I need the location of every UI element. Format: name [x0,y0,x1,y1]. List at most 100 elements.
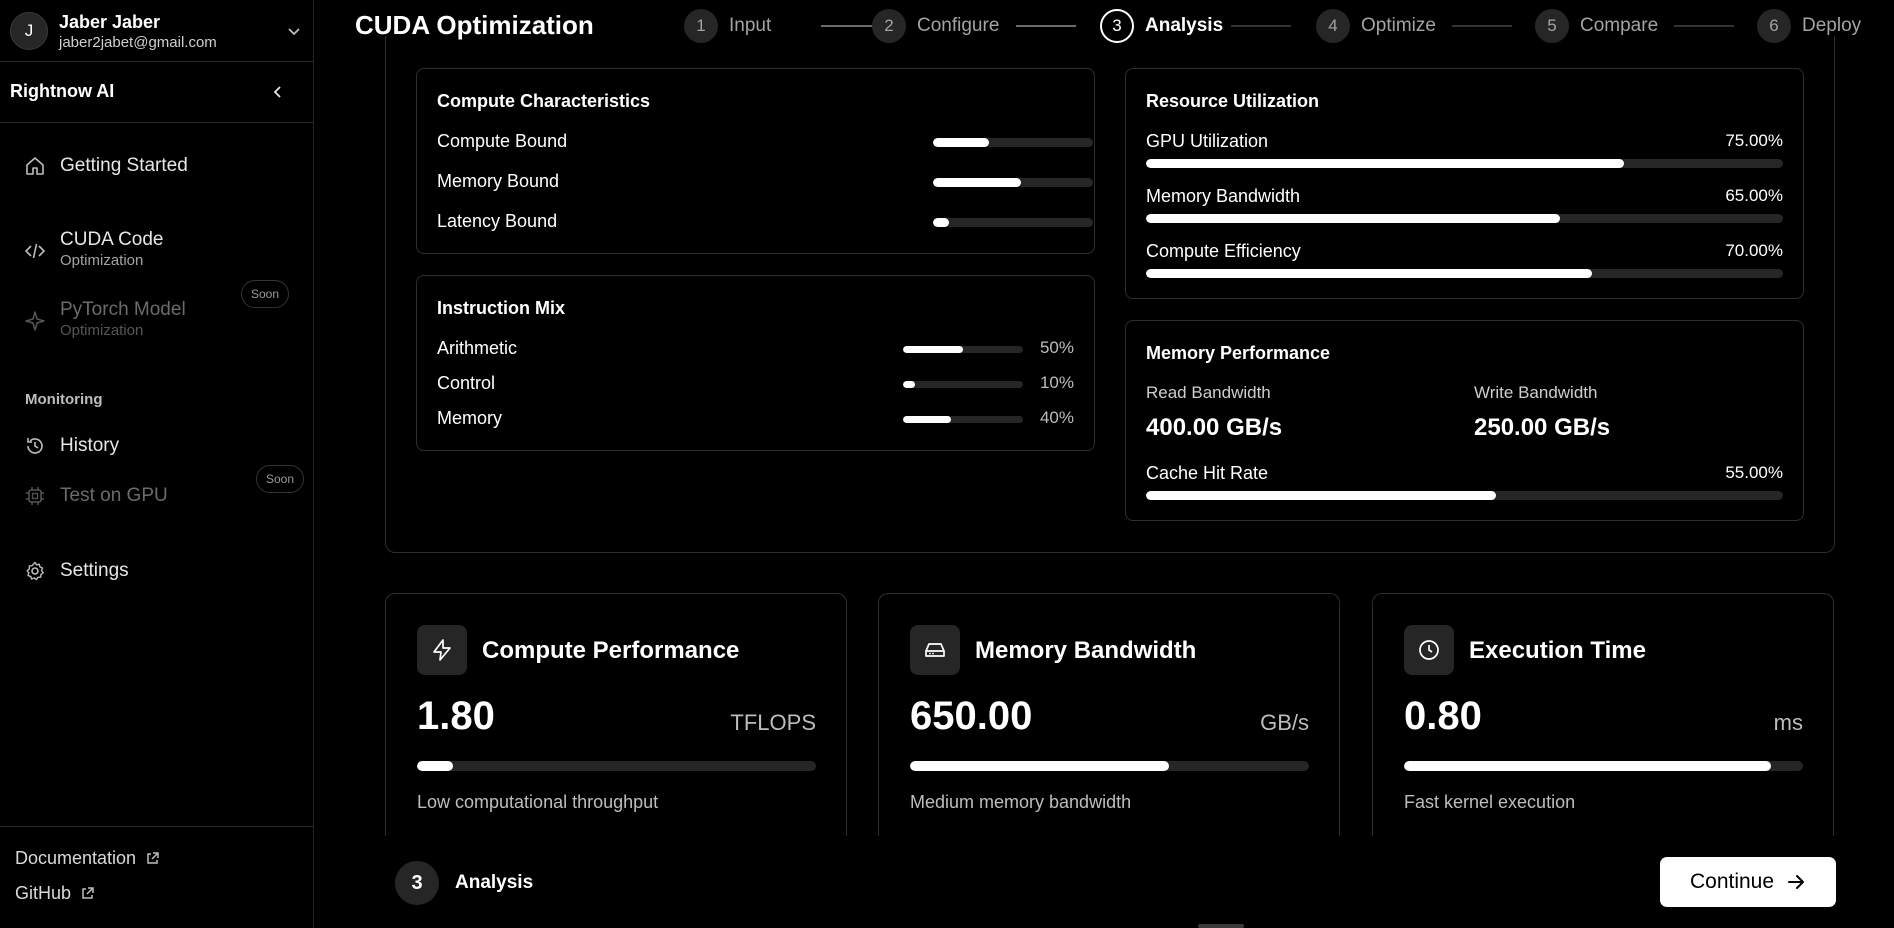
bar-fill [1404,761,1772,771]
metric-title: Compute Performance [482,637,740,664]
compute-bound-row: Compute Bound [437,131,1093,155]
nav-pytorch-title: PyTorch Model [60,299,186,320]
cpu-icon [26,487,44,505]
step-connector [1016,25,1076,27]
metric-description: Low computational throughput [417,792,659,812]
row-label: Control [437,373,496,393]
step-label: Input [729,15,772,36]
nav-getting-started[interactable]: Getting Started [24,154,188,178]
memory-bound-row: Memory Bound [437,171,1093,195]
nav-cuda-sub: Optimization [60,252,144,269]
step-connector [1674,25,1734,27]
metric-unit: TFLOPS [730,710,816,735]
user-name: Jaber Jaber [59,11,161,32]
chevron-down-icon[interactable] [284,21,304,41]
step-optimize[interactable]: 4 Optimize [1316,8,1436,44]
clock-icon [1404,625,1454,675]
divider [0,122,314,123]
soon-badge: Soon [241,280,290,308]
sparkle-icon [25,311,45,331]
memory-bound-bar [933,178,1093,187]
write-bandwidth-label: Write Bandwidth [1474,383,1598,402]
row-value: 75.00% [1725,131,1783,150]
nav-history[interactable]: History [24,434,119,458]
metric-bar [417,761,816,771]
compute-efficiency-bar [1146,269,1783,278]
card-title: Resource Utilization [1146,91,1320,111]
bar-fill [417,761,453,771]
history-icon [27,438,43,454]
nav-settings[interactable]: Settings [24,559,129,583]
continue-button[interactable]: Continue [1660,857,1836,907]
compute-efficiency-row: Compute Efficiency 70.00% [1146,241,1783,281]
collapse-sidebar-button[interactable] [268,82,288,102]
metric-bar [1404,761,1803,771]
control-bar [903,381,1023,388]
step-configure[interactable]: 2 Configure [872,8,999,44]
bar-fill [903,381,915,388]
row-label: Memory Bound [437,171,560,191]
scrollbar-thumb[interactable] [1198,924,1244,928]
metric-value: 0.80 [1404,694,1482,738]
nav-cuda-title: CUDA Code [60,229,164,250]
arrow-right-icon [1788,875,1805,889]
nav-settings-label: Settings [60,560,129,581]
step-number: 1 [684,9,718,43]
avatar: J [10,12,48,50]
sidebar: J Jaber Jaber jaber2jabet@gmail.com Righ… [0,0,314,928]
bottom-action-bar: 3 Analysis Continue [354,836,1894,928]
step-number: 3 [1100,9,1134,43]
github-label: GitHub [15,883,72,903]
step-number: 4 [1316,9,1350,43]
metric-unit: ms [1773,710,1803,735]
step-label: Optimize [1361,15,1436,36]
metric-bar [910,761,1309,771]
divider [0,61,314,62]
nav-test-gpu-label: Test on GPU [60,485,168,506]
nav-test-on-gpu: Test on GPU [24,484,168,508]
nav-history-label: History [60,435,120,456]
nav-getting-started-label: Getting Started [60,155,188,176]
bar-fill [933,178,1021,187]
cache-hit-rate-row: Cache Hit Rate 55.00% [1146,463,1783,503]
gpu-utilization-bar [1146,159,1783,168]
step-input[interactable]: 1 Input [684,8,771,44]
current-step-label: Analysis [455,872,534,893]
home-icon [26,157,44,175]
github-link[interactable]: GitHub [15,883,95,904]
read-bandwidth-value: 400.00 GB/s [1146,414,1283,441]
compute-performance-card: Compute Performance 1.80 TFLOPS Low comp… [385,593,847,843]
step-deploy[interactable]: 6 Deploy [1757,8,1861,44]
write-bandwidth-value: 250.00 GB/s [1474,414,1611,441]
step-compare[interactable]: 5 Compare [1535,8,1658,44]
metric-title: Memory Bandwidth [975,637,1197,664]
documentation-label: Documentation [15,848,137,868]
documentation-link[interactable]: Documentation [15,848,160,869]
row-percent: 40% [1039,408,1074,427]
metric-value: 1.80 [417,694,495,738]
memory-bandwidth-row: Memory Bandwidth 65.00% [1146,186,1783,226]
memory-performance-card: Memory Performance Read Bandwidth 400.00… [1125,320,1804,521]
latency-bound-row: Latency Bound [437,211,1093,235]
row-label: Arithmetic [437,338,518,358]
compute-characteristics-card: Compute Characteristics Compute Bound Me… [416,68,1095,254]
control-row: Control 10% [437,373,1074,397]
bar-fill [1146,159,1624,168]
user-info: Jaber Jaber jaber2jabet@gmail.com [59,11,284,52]
step-connector [1452,25,1512,27]
gear-icon [26,561,44,581]
bar-fill [903,346,963,353]
code-icon [24,243,46,259]
step-label: Deploy [1802,15,1862,36]
row-label: Memory Bandwidth [1146,186,1301,206]
card-title: Memory Performance [1146,343,1331,363]
row-value: 70.00% [1725,241,1783,260]
nav-cuda-optimization[interactable]: CUDA Code Optimization [24,228,164,270]
row-label: Memory [437,408,503,428]
step-analysis[interactable]: 3 Analysis [1100,8,1223,44]
bar-fill [910,761,1170,771]
user-menu[interactable]: J Jaber Jaber jaber2jabet@gmail.com [10,6,304,56]
resource-utilization-card: Resource Utilization GPU Utilization 75.… [1125,68,1804,299]
